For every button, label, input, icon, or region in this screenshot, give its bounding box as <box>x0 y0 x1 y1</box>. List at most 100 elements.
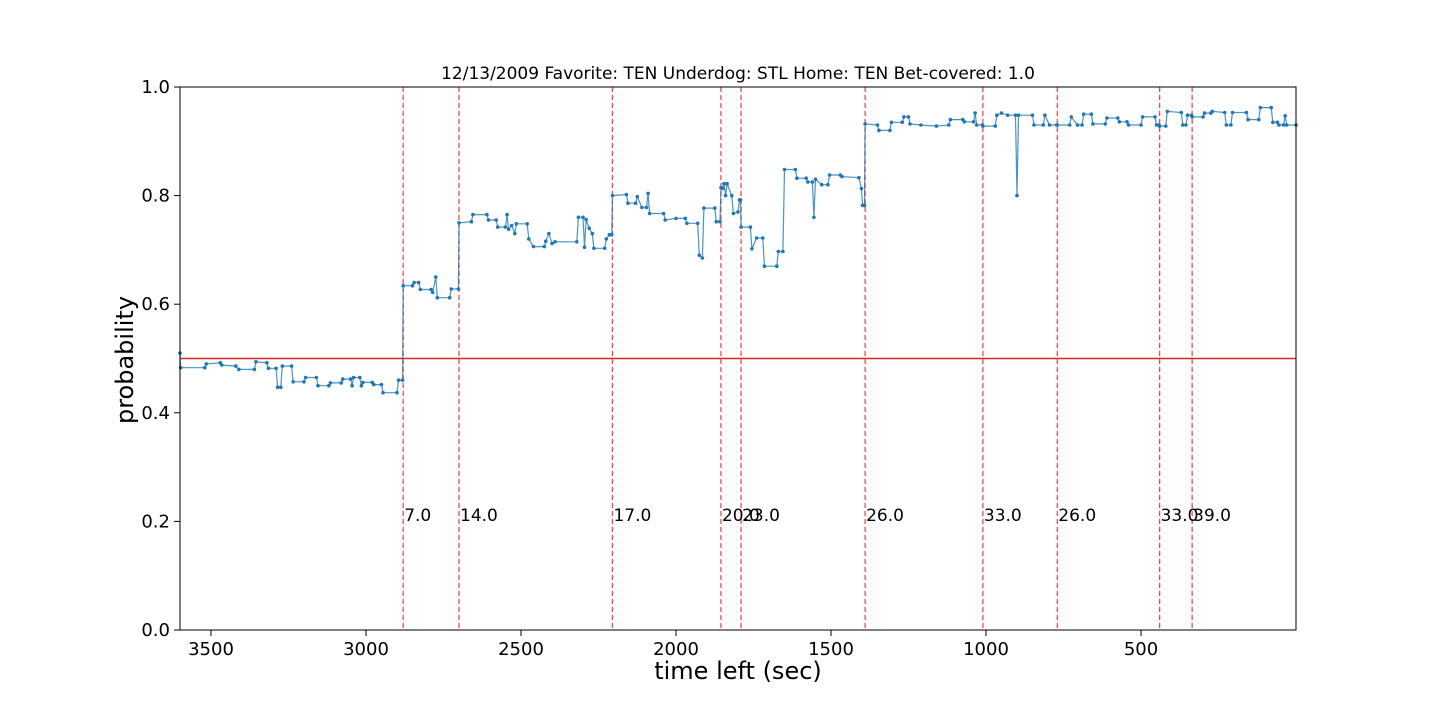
data-point <box>359 383 364 388</box>
data-point <box>447 295 452 300</box>
data-point <box>1139 123 1143 127</box>
data-point <box>203 365 207 370</box>
data-point <box>862 203 867 208</box>
data-point <box>877 128 881 133</box>
data-point <box>379 382 384 387</box>
data-point <box>509 223 514 228</box>
data-point <box>348 377 353 381</box>
data-point <box>782 167 787 172</box>
plot-area <box>178 87 1298 630</box>
data-point <box>781 249 785 254</box>
data-point <box>1154 123 1159 127</box>
data-point <box>674 216 678 221</box>
data-point <box>1016 113 1021 117</box>
data-point <box>449 287 454 291</box>
x-tick-label: 1500 <box>808 639 854 660</box>
data-point <box>361 380 365 385</box>
data-point <box>804 176 808 180</box>
data-point <box>1067 123 1072 127</box>
data-point <box>993 124 998 128</box>
data-point <box>1047 123 1052 127</box>
data-point <box>358 375 362 380</box>
data-point <box>1105 116 1109 120</box>
data-point <box>646 191 650 196</box>
data-point <box>647 211 652 216</box>
data-point <box>610 193 615 198</box>
data-point <box>547 231 551 236</box>
data-point <box>713 206 717 210</box>
data-point <box>934 124 939 128</box>
data-point <box>1202 111 1207 115</box>
data-point <box>889 120 894 125</box>
data-point <box>762 264 767 269</box>
data-point <box>973 111 977 115</box>
data-point <box>1181 123 1185 127</box>
data-point <box>723 193 728 198</box>
data-point <box>776 249 781 254</box>
data-point <box>840 174 844 179</box>
data-point <box>962 120 967 124</box>
data-point <box>1283 114 1287 118</box>
data-point <box>544 239 548 243</box>
x-tick-label: 1000 <box>963 639 1009 660</box>
data-point <box>1284 123 1289 127</box>
data-point <box>1032 123 1036 127</box>
data-point <box>663 218 667 222</box>
data-point <box>531 244 536 249</box>
data-point <box>1089 112 1094 116</box>
data-point <box>731 211 736 216</box>
data-point <box>328 381 333 385</box>
data-point <box>1277 123 1281 127</box>
data-point <box>827 173 832 177</box>
data-point <box>919 123 923 127</box>
event-label: 23.0 <box>742 506 780 526</box>
event-label: 33.0 <box>984 506 1022 526</box>
data-point <box>1190 115 1194 119</box>
y-tick-label: 1.0 <box>141 77 170 98</box>
data-point <box>234 364 238 368</box>
data-point <box>266 366 271 371</box>
data-point <box>863 122 867 126</box>
data-point <box>503 225 508 229</box>
data-point <box>633 201 638 205</box>
data-point <box>981 124 985 128</box>
data-point <box>469 219 474 224</box>
event-label: 7.0 <box>404 506 431 526</box>
data-point <box>303 375 308 380</box>
data-point <box>908 122 912 126</box>
data-point <box>1041 123 1046 127</box>
data-point <box>527 237 531 241</box>
data-point <box>602 246 607 251</box>
data-point <box>1043 113 1047 117</box>
data-point <box>1164 124 1168 128</box>
data-point <box>813 177 818 182</box>
data-point <box>581 215 585 220</box>
data-point <box>590 231 595 236</box>
data-point <box>702 206 706 210</box>
data-point <box>1257 117 1261 122</box>
data-point <box>1229 123 1233 127</box>
data-point <box>1015 193 1019 198</box>
data-point <box>204 362 209 366</box>
data-point <box>435 295 440 300</box>
event-label: 26.0 <box>1058 506 1096 526</box>
event-label: 26.0 <box>866 506 904 526</box>
data-point <box>372 382 376 387</box>
data-point <box>1103 122 1108 126</box>
data-point <box>1075 123 1080 127</box>
data-point <box>1081 112 1086 116</box>
event-label: 39.0 <box>1193 506 1231 526</box>
data-point <box>683 216 688 221</box>
data-point <box>237 367 241 372</box>
data-point <box>280 364 285 368</box>
data-point <box>947 123 951 127</box>
data-point <box>730 193 734 198</box>
data-point <box>494 218 499 222</box>
data-point <box>395 390 399 395</box>
data-point <box>739 225 743 229</box>
data-point <box>525 222 529 226</box>
x-tick-label: 500 <box>1124 639 1158 660</box>
x-axis: 3500 3000 2500 2000 1500 1000 500 <box>188 630 1158 660</box>
data-point <box>1126 123 1131 127</box>
data-point <box>754 236 759 240</box>
